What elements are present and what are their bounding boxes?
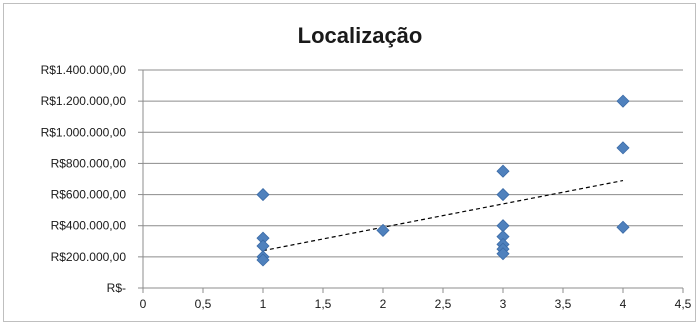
y-tick-label: R$200.000,00: [51, 250, 127, 264]
x-tick-label: 2: [380, 297, 387, 311]
x-tick-label: 1: [260, 297, 267, 311]
axes: [138, 69, 684, 293]
data-point: [616, 220, 630, 234]
x-tick-label: 0,5: [195, 297, 212, 311]
chart-border: [3, 3, 696, 322]
y-tick-label: R$1.200.000,00: [41, 94, 127, 108]
y-tick-label: R$800.000,00: [51, 156, 127, 170]
data-point: [616, 141, 630, 155]
data-point: [496, 164, 510, 178]
y-tick-label: R$600.000,00: [51, 188, 127, 202]
y-tick-label: R$400.000,00: [51, 219, 127, 233]
y-tick-label: R$1.400.000,00: [41, 63, 127, 77]
data-point: [496, 188, 510, 202]
data-point: [256, 188, 270, 202]
data-point: [496, 247, 510, 261]
x-tick-label: 1,5: [315, 297, 332, 311]
x-tick-label: 3,5: [555, 297, 572, 311]
trendline: [262, 179, 624, 252]
x-tick-labels: 0 0,5 1 1,5 2 2,5 3 3,5 4 4,5: [140, 297, 692, 311]
chart-title: Localização: [298, 23, 423, 48]
data-point: [256, 253, 270, 267]
y-tick-label: R$-: [107, 281, 126, 295]
x-tick-label: 3: [500, 297, 507, 311]
x-tick-label: 4: [620, 297, 627, 311]
x-tick-label: 4,5: [675, 297, 692, 311]
x-tick-label: 2,5: [435, 297, 452, 311]
y-tick-labels: R$- R$200.000,00 R$400.000,00 R$600.000,00 R…: [41, 63, 127, 295]
gridlines: [143, 69, 683, 258]
trendline-group: [262, 179, 624, 252]
y-tick-label: R$1.000.000,00: [41, 125, 127, 139]
data-points: [256, 94, 630, 267]
data-point: [376, 223, 390, 237]
x-tick-label: 0: [140, 297, 147, 311]
data-point: [616, 94, 630, 108]
